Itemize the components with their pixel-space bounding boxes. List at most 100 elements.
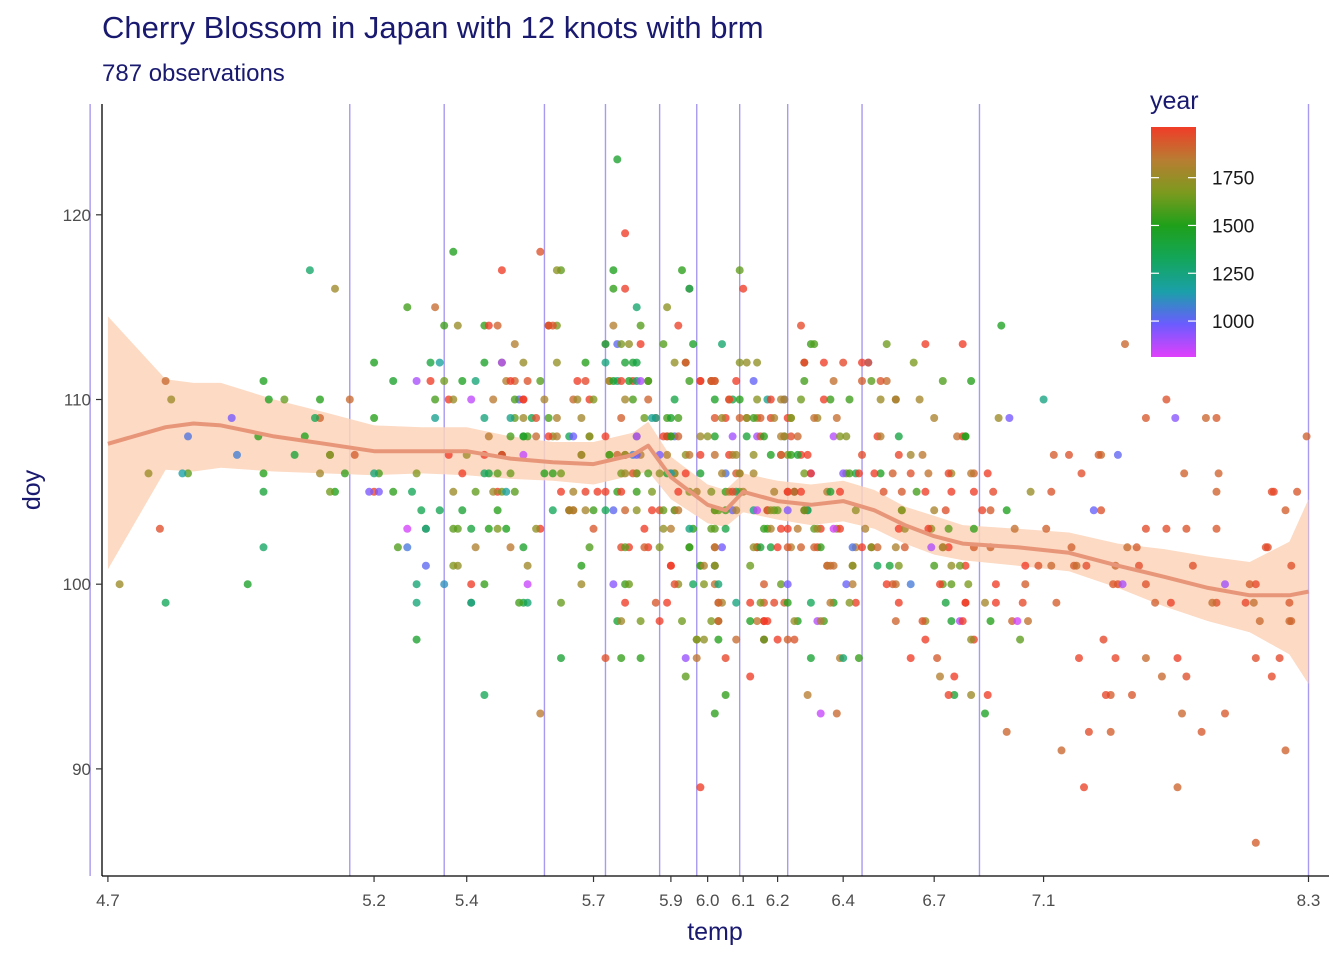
data-point [659,524,668,533]
data-point [941,598,950,607]
data-point [621,506,630,515]
data-point [944,524,953,533]
data-point [674,506,683,515]
data-point [897,487,906,496]
data-point [816,617,825,626]
data-point [961,598,970,607]
data-point [813,524,822,533]
data-point [783,506,792,515]
data-point [666,561,675,570]
data-point [876,395,885,404]
y-tick-label: 120 [63,206,91,225]
data-point [685,524,694,533]
data-point [873,543,882,552]
data-point [836,524,844,533]
data-point [674,414,683,422]
data-point [1261,543,1270,552]
data-point [806,654,815,663]
data-point [714,635,723,644]
data-point [882,580,891,589]
data-point [1255,617,1264,626]
data-point [810,340,819,349]
legend-break-label: 1250 [1212,264,1254,285]
data-point [557,487,565,496]
data-point [493,506,502,515]
data-point [184,469,192,478]
data-point [876,377,885,385]
data-point [557,469,565,478]
data-point [938,377,947,385]
data-point [663,450,672,459]
data-point [894,432,903,441]
data-point [961,432,970,441]
data-point [969,487,978,496]
data-point [787,450,795,459]
data-point [484,524,493,533]
data-point [655,617,664,626]
data-point [625,340,633,349]
data-point [958,617,967,626]
data-point [1002,727,1011,736]
data-point [858,543,866,552]
data-point [1026,487,1035,496]
data-point [609,266,618,275]
data-point [1281,746,1290,755]
data-point [770,414,779,422]
data-point [810,543,819,552]
data-point [947,561,956,570]
data-point [1077,469,1086,478]
data-point [819,358,828,367]
data-point [290,450,299,459]
data-point [1123,543,1132,552]
data-point [885,561,894,570]
data-point [625,580,633,589]
data-point [1039,395,1048,404]
data-point [663,598,672,607]
data-point [1208,598,1217,607]
x-tick-label: 6.0 [696,891,720,910]
data-point [728,487,737,496]
data-point [431,395,440,404]
data-point [412,377,421,385]
data-point [944,469,953,478]
data-point [1287,617,1296,626]
data-point [710,543,719,552]
data-point [773,635,782,644]
data-point [519,358,528,367]
data-point [756,543,765,552]
data-point [829,524,838,533]
data-point [666,432,675,441]
data-point [670,395,679,404]
data-point [714,580,723,589]
data-point [800,469,809,478]
data-point [692,654,701,663]
data-point [601,654,610,663]
data-point [648,506,656,515]
data-point [1099,635,1108,644]
data-point [1245,580,1254,589]
data-point [700,561,708,570]
legend-break-label: 1000 [1212,312,1254,333]
data-point [493,469,502,478]
data-point [471,487,480,496]
data-point [431,303,440,312]
data-point [636,617,645,626]
data-point [305,266,314,275]
data-point [721,691,730,699]
data-point [944,543,953,552]
data-point [1281,506,1290,515]
data-point [506,469,515,478]
data-point [557,654,565,663]
data-point [1267,672,1276,681]
data-point [793,450,802,459]
fit-ribbon [107,316,1309,684]
data-point [797,321,805,330]
data-point [552,414,561,422]
data-point [787,414,795,422]
data-point [836,432,844,441]
data-point [888,469,897,478]
data-point [340,469,349,478]
data-point [621,284,630,293]
data-point [1052,598,1061,607]
data-point [540,395,549,404]
